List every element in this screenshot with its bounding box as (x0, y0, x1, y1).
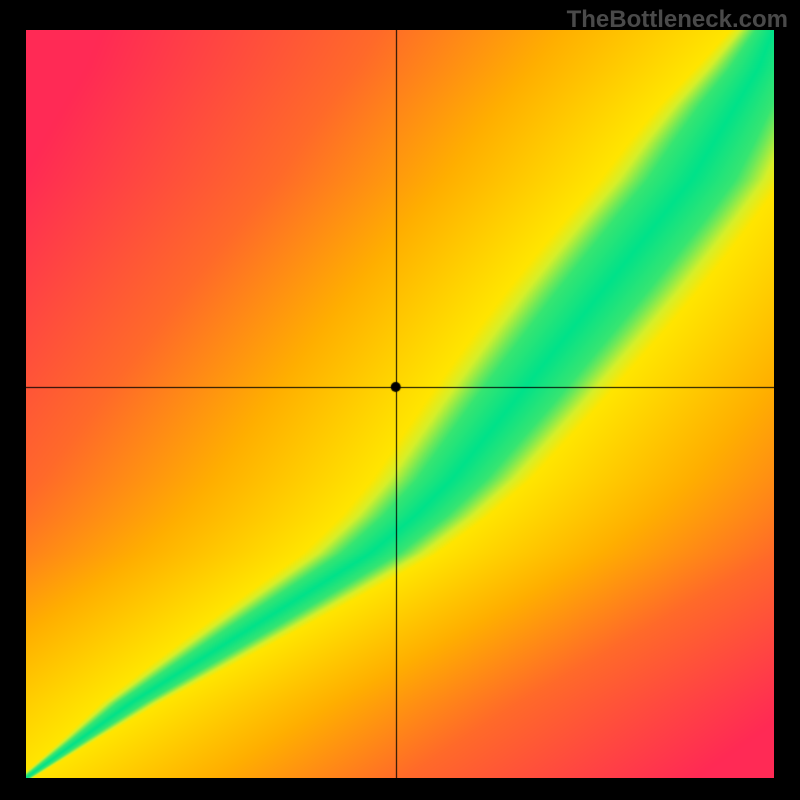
chart-frame: TheBottleneck.com (0, 0, 800, 800)
bottleneck-heatmap (26, 30, 774, 778)
watermark-label: TheBottleneck.com (567, 6, 788, 34)
